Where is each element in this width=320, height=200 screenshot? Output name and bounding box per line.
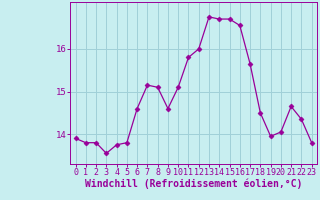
X-axis label: Windchill (Refroidissement éolien,°C): Windchill (Refroidissement éolien,°C) xyxy=(85,179,302,189)
